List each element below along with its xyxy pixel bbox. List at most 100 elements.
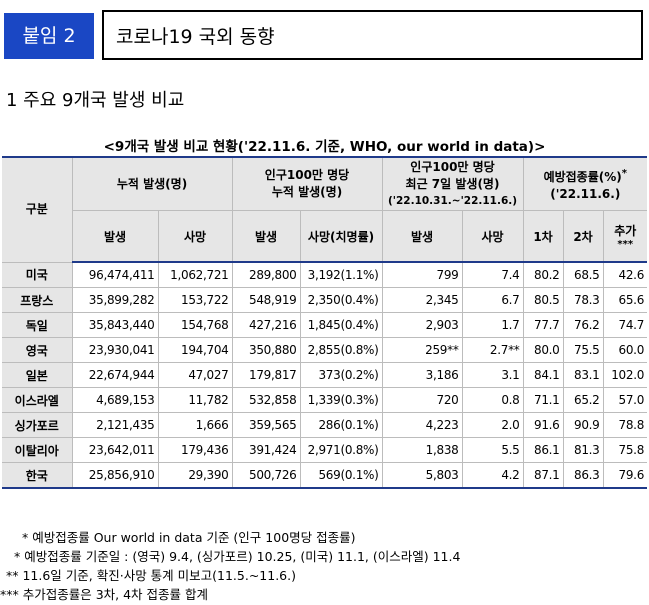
footnote: ** 11.6일 기준, 확진·사망 통계 미보고(11.5.~11.6.) <box>6 568 296 583</box>
cell-deaths: 194,704 <box>157 337 233 363</box>
cell-pm-cases: 532,858 <box>231 387 301 413</box>
cell-recent-cases: 2,345 <box>381 287 463 313</box>
cell-country: 이스라엘 <box>2 387 73 413</box>
sub-deaths: 사망 <box>157 210 233 263</box>
cell-booster: 57.0 <box>602 387 648 413</box>
cell-recent-deaths: 2.7** <box>461 337 524 363</box>
sub-pm-cases: 발생 <box>231 210 301 263</box>
sub-dose1: 1차 <box>522 210 564 263</box>
table-row: 싱가포르 2,121,435 1,666 359,565 286(0.1%) 4,223 2… <box>2 412 648 438</box>
sub-recent-deaths: 사망 <box>461 210 524 263</box>
header-vaccination: 예방접종률(%)* ('22.11.6.) <box>522 156 648 211</box>
cell-cases: 22,674,944 <box>71 362 159 388</box>
cell-dose1: 71.1 <box>522 387 564 413</box>
cell-pm-deaths: 569(0.1%) <box>299 462 383 489</box>
header-recent-line1: 인구100만 명당 <box>410 159 495 174</box>
cell-dose2: 78.3 <box>562 287 604 313</box>
cell-recent-deaths: 3.1 <box>461 362 524 388</box>
cell-deaths: 29,390 <box>157 462 233 489</box>
cell-dose2: 86.3 <box>562 462 604 489</box>
cell-country: 싱가포르 <box>2 412 73 438</box>
cell-country: 프랑스 <box>2 287 73 313</box>
cell-dose2: 90.9 <box>562 412 604 438</box>
cell-cases: 2,121,435 <box>71 412 159 438</box>
table-row: 독일 35,843,440 154,768 427,216 1,845(0.4%) 2,9… <box>2 312 648 338</box>
cell-dose1: 86.1 <box>522 437 564 463</box>
cell-pm-cases: 548,919 <box>231 287 301 313</box>
attachment-badge: 붙임 2 <box>4 13 94 59</box>
cell-cases: 35,899,282 <box>71 287 159 313</box>
cell-recent-deaths: 4.2 <box>461 462 524 489</box>
header-recent-7days: 인구100만 명당 최근 7일 발생(명) ('22.10.31.~'22.11… <box>381 156 524 211</box>
sub-booster-line2: *** <box>617 239 634 250</box>
cell-cases: 23,930,041 <box>71 337 159 363</box>
table-row: 한국 25,856,910 29,390 500,726 569(0.1%) 5,803 4… <box>2 462 648 489</box>
header-vacc-line2: ('22.11.6.) <box>550 187 621 201</box>
cell-recent-cases: 259** <box>381 337 463 363</box>
cell-pm-deaths: 2,350(0.4%) <box>299 287 383 313</box>
sub-recent-cases: 발생 <box>381 210 463 263</box>
cell-recent-deaths: 5.5 <box>461 437 524 463</box>
cell-cases: 25,856,910 <box>71 462 159 489</box>
cell-recent-deaths: 7.4 <box>461 261 524 288</box>
cell-deaths: 154,768 <box>157 312 233 338</box>
cell-dose1: 87.1 <box>522 462 564 489</box>
cell-recent-deaths: 6.7 <box>461 287 524 313</box>
sub-pm-deaths: 사망(치명률) <box>299 210 383 263</box>
table-row: 프랑스 35,899,282 153,722 548,919 2,350(0.4%) 2,… <box>2 287 648 313</box>
cell-booster: 78.8 <box>602 412 648 438</box>
cell-dose1: 84.1 <box>522 362 564 388</box>
table-header-row: 구분 누적 발생(명) 인구100만 명당 누적 발생(명) 인구100만 명당… <box>2 156 648 263</box>
cell-pm-deaths: 373(0.2%) <box>299 362 383 388</box>
cell-dose1: 80.2 <box>522 261 564 288</box>
footnote: * 예방접종률 Our world in data 기준 (인구 100명당 접… <box>22 530 356 545</box>
cell-recent-deaths: 0.8 <box>461 387 524 413</box>
cell-country: 독일 <box>2 312 73 338</box>
cell-recent-cases: 720 <box>381 387 463 413</box>
cell-booster: 42.6 <box>602 261 648 288</box>
cell-dose1: 77.7 <box>522 312 564 338</box>
footnote: * 예방접종률 기준일 : (영국) 9.4, (싱가포르) 10.25, (미… <box>14 549 461 564</box>
sub-dose2: 2차 <box>562 210 604 263</box>
cell-pm-cases: 289,800 <box>231 261 301 288</box>
cell-country: 이탈리아 <box>2 437 73 463</box>
cell-pm-cases: 350,880 <box>231 337 301 363</box>
header-vacc-mark: * <box>621 168 627 179</box>
cell-country: 영국 <box>2 337 73 363</box>
cell-recent-cases: 5,803 <box>381 462 463 489</box>
cell-cases: 35,843,440 <box>71 312 159 338</box>
section-title: 1 주요 9개국 발생 비교 <box>6 90 185 111</box>
cell-deaths: 1,666 <box>157 412 233 438</box>
sub-booster: 추가 *** <box>602 210 648 263</box>
table-subheader-row: 발생 사망 발생 사망(치명률) 발생 사망 1차 2차 추가 *** <box>2 210 648 263</box>
cell-pm-deaths: 3,192(1.1%) <box>299 261 383 288</box>
cell-pm-deaths: 2,971(0.8%) <box>299 437 383 463</box>
cell-deaths: 11,782 <box>157 387 233 413</box>
header-recent-line2: 최근 7일 발생(명) <box>405 176 500 191</box>
cell-booster: 75.8 <box>602 437 648 463</box>
cell-booster: 65.6 <box>602 287 648 313</box>
cell-dose2: 65.2 <box>562 387 604 413</box>
cell-recent-deaths: 2.0 <box>461 412 524 438</box>
cell-recent-cases: 4,223 <box>381 412 463 438</box>
cell-recent-cases: 1,838 <box>381 437 463 463</box>
cell-dose2: 76.2 <box>562 312 604 338</box>
cell-cases: 96,474,411 <box>71 261 159 288</box>
page-header: 붙임 2 코로나19 국외 동향 <box>4 10 645 62</box>
cell-deaths: 153,722 <box>157 287 233 313</box>
table-body: 미국 96,474,411 1,062,721 289,800 3,192(1.1%) 7… <box>2 261 648 489</box>
cell-country: 미국 <box>2 261 73 288</box>
cell-deaths: 1,062,721 <box>157 261 233 288</box>
header-category: 구분 <box>2 156 73 263</box>
cell-pm-deaths: 286(0.1%) <box>299 412 383 438</box>
cell-pm-cases: 427,216 <box>231 312 301 338</box>
cell-pm-cases: 391,424 <box>231 437 301 463</box>
table-row: 미국 96,474,411 1,062,721 289,800 3,192(1.1%) 7… <box>2 261 648 288</box>
sub-cases: 발생 <box>72 210 159 263</box>
table-row: 영국 23,930,041 194,704 350,880 2,855(0.8%) 259… <box>2 337 648 363</box>
table-row: 이스라엘 4,689,153 11,782 532,858 1,339(0.3%) 720… <box>2 387 648 413</box>
header-cumulative: 누적 발생(명) <box>71 156 233 211</box>
cell-pm-cases: 500,726 <box>231 462 301 489</box>
cell-country: 한국 <box>2 462 73 489</box>
sub-booster-line1: 추가 <box>614 224 637 238</box>
